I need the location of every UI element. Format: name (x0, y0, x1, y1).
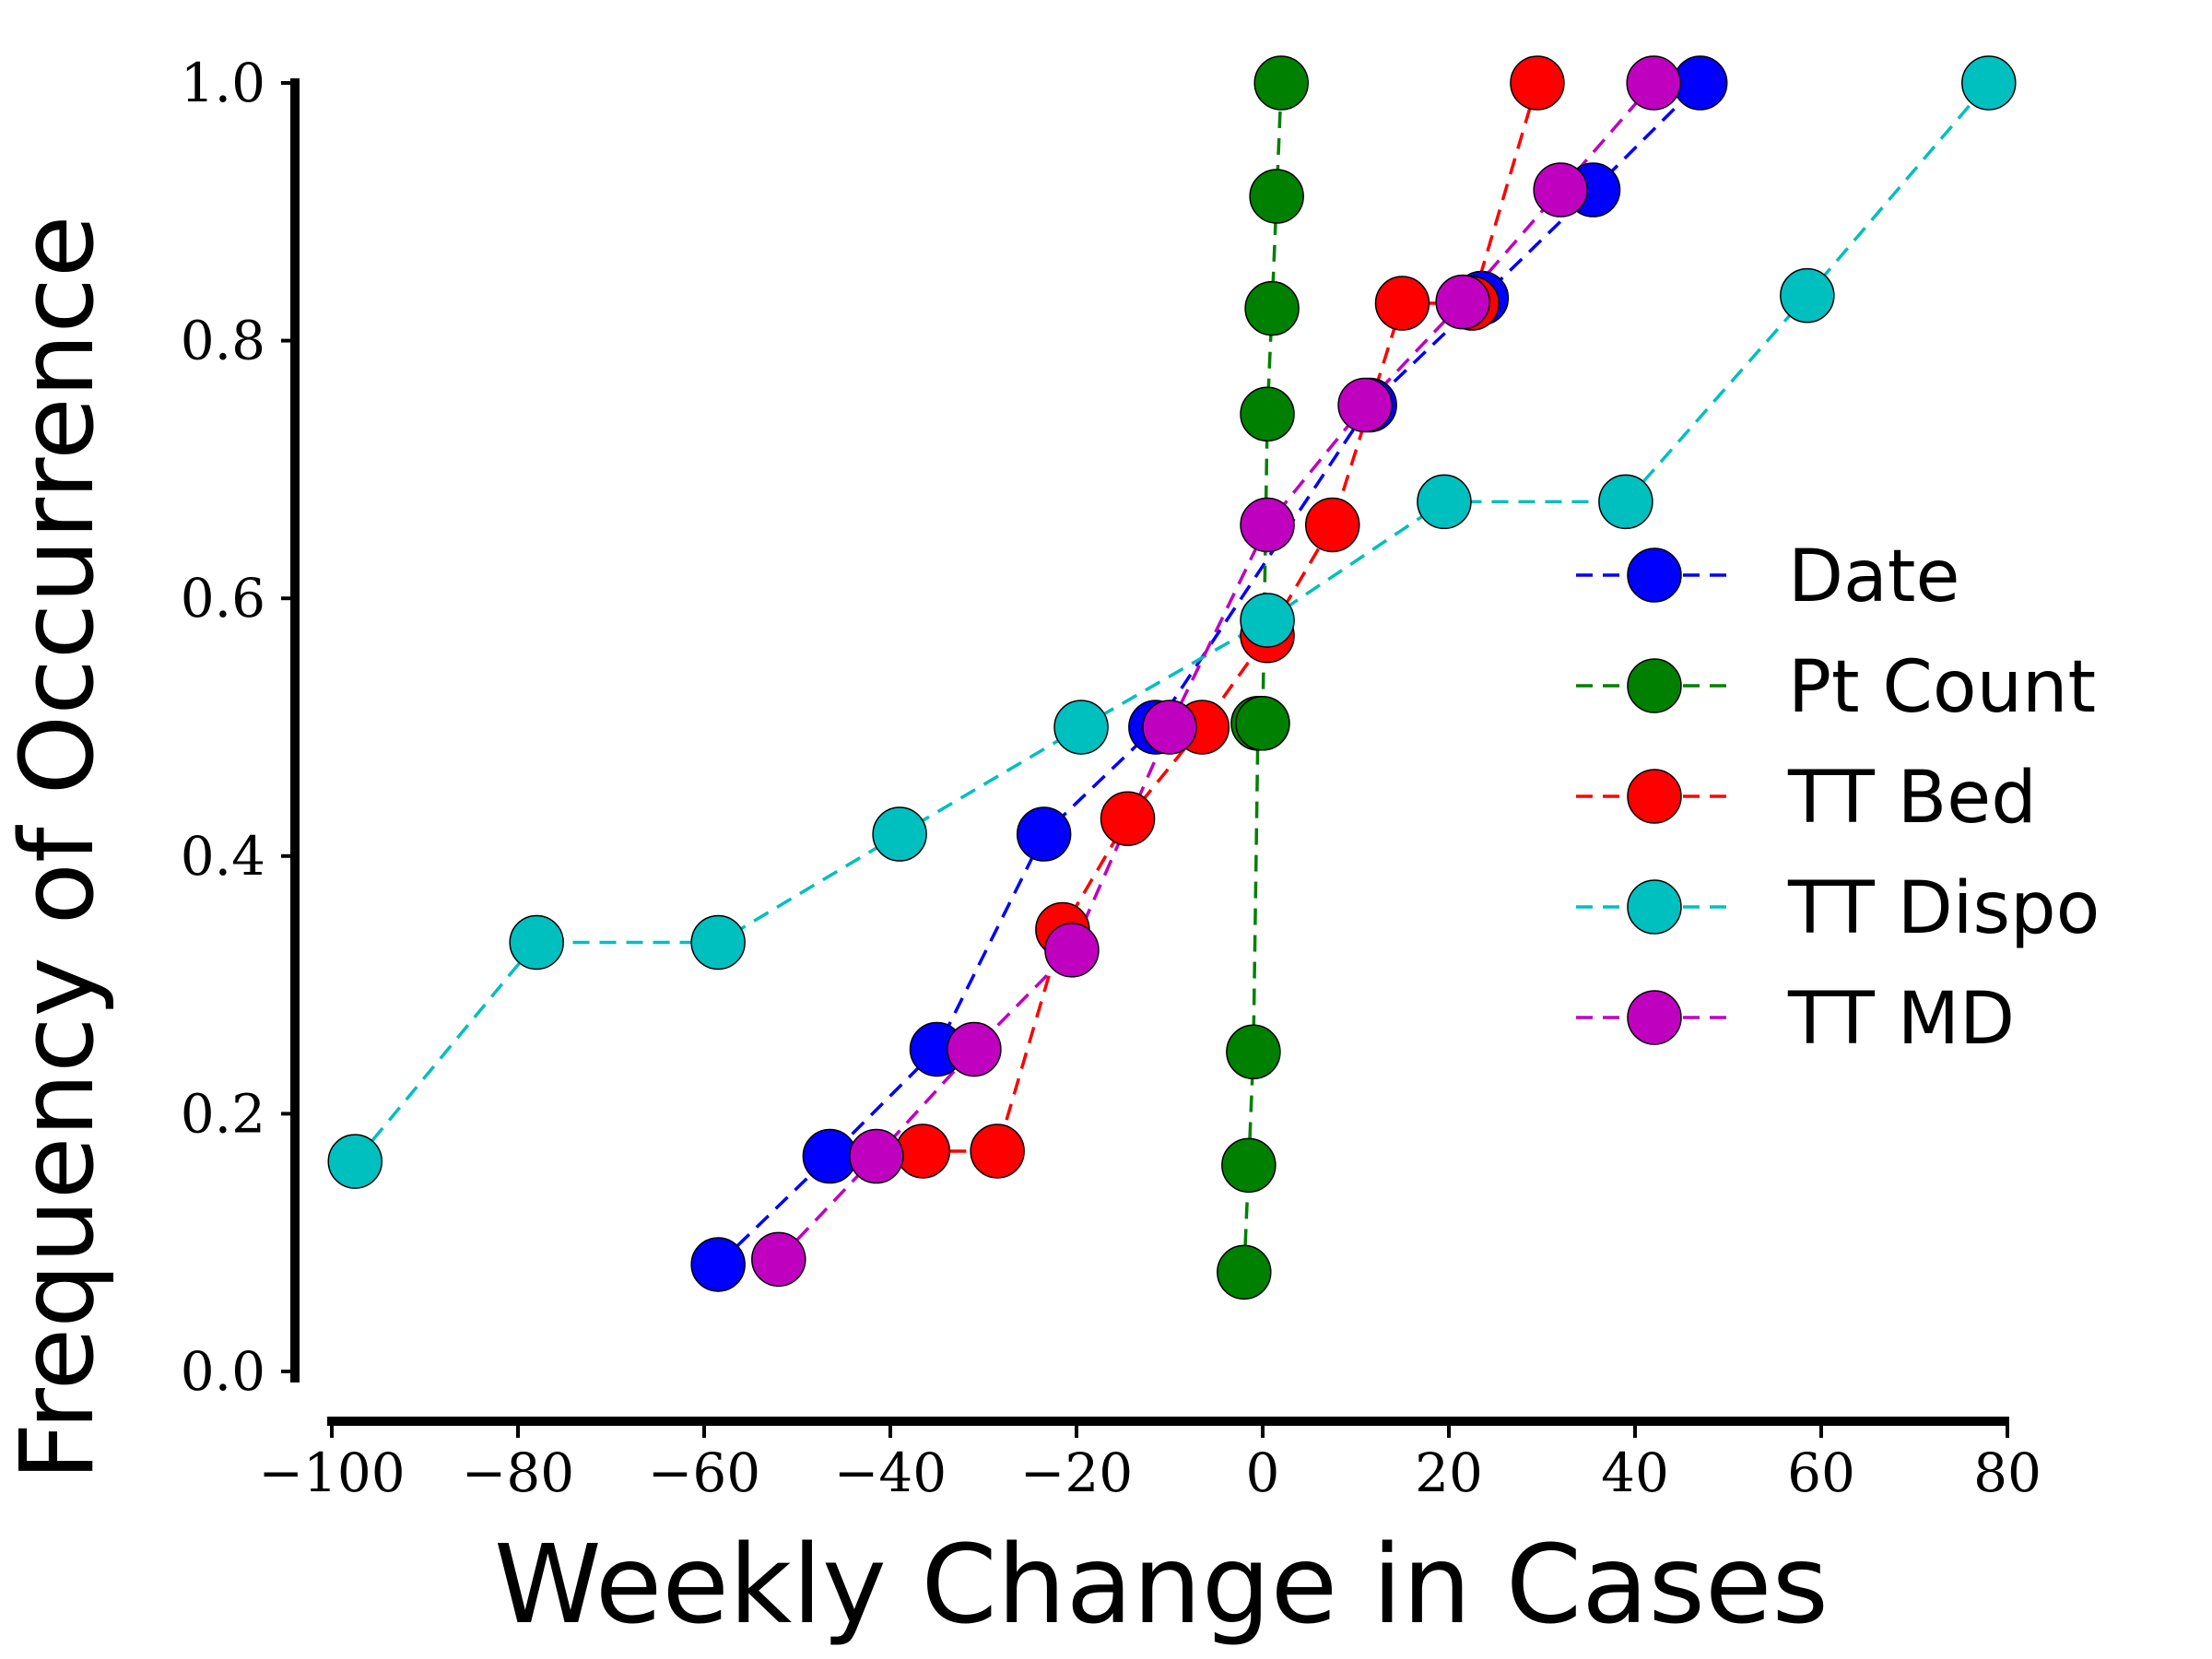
data-point-tt-md (1240, 497, 1295, 553)
data-point-tt-md (1142, 700, 1197, 755)
legend-marker (1627, 769, 1682, 824)
data-point-tt-dispo (1598, 474, 1653, 530)
series-line-date (716, 81, 1701, 1266)
x-tick-label: −20 (1020, 1441, 1133, 1504)
legend-label: TT MD (1787, 978, 2015, 1061)
data-point-tt-bed (1305, 497, 1360, 553)
data-point-tt-md (751, 1231, 806, 1288)
x-tick-label: −40 (834, 1441, 947, 1504)
data-point-date (1016, 806, 1072, 862)
y-tick-label: 0.4 (181, 825, 265, 888)
y-tick-label: 0.0 (181, 1340, 265, 1403)
data-point-tt-md (1435, 274, 1490, 330)
data-point-date (690, 1237, 746, 1292)
data-point-tt-dispo (872, 806, 927, 862)
data-point-pt-count (1249, 169, 1304, 224)
y-ticks: 0.0 0.2 0.4 0.6 0.8 1.0 (181, 52, 295, 1403)
y-tick-label: 0.2 (181, 1082, 265, 1145)
data-point-pt-count (1244, 280, 1300, 336)
x-ticks: −100 −80 −60 −40 −20 0 20 40 60 80 (258, 1421, 2041, 1504)
x-axis-title: Weekly Change in Cases (494, 1521, 1829, 1648)
data-point-tt-bed (1510, 55, 1565, 111)
legend-label: TT Dispo (1787, 867, 2100, 950)
data-point-pt-count (1221, 1137, 1277, 1194)
data-point-pt-count (1226, 1024, 1281, 1080)
x-tick-label: −80 (462, 1441, 574, 1504)
data-point-date (1672, 55, 1728, 111)
data-point-pt-count (1235, 696, 1290, 751)
legend-label: Date (1788, 535, 1959, 618)
series-layer (327, 55, 2017, 1300)
data-point-tt-md (1044, 923, 1100, 978)
series-line-tt-dispo (353, 81, 1991, 1163)
x-tick-label: 80 (1973, 1441, 2041, 1504)
data-point-tt-bed (895, 1124, 951, 1179)
data-point-tt-md (947, 1021, 1002, 1077)
data-point-tt-dispo (1053, 700, 1109, 755)
data-point-tt-md (1533, 162, 1588, 218)
legend-marker (1627, 990, 1682, 1045)
data-point-tt-dispo (509, 914, 564, 971)
data-point-tt-bed (1374, 276, 1430, 331)
x-tick-label: −100 (258, 1441, 405, 1504)
data-point-pt-count (1253, 55, 1309, 111)
data-point-tt-dispo (690, 914, 746, 971)
legend-label: Pt Count (1788, 646, 2096, 729)
data-point-tt-md (1626, 55, 1681, 111)
x-tick-label: 20 (1415, 1441, 1483, 1504)
data-point-tt-bed (1100, 791, 1156, 847)
data-point-tt-dispo (1780, 267, 1835, 324)
y-tick-label: 0.6 (181, 567, 265, 629)
data-point-tt-dispo (1961, 55, 2017, 111)
data-point-tt-md (1337, 377, 1393, 433)
data-point-date (802, 1128, 858, 1184)
y-tick-label: 1.0 (181, 52, 265, 114)
data-point-tt-bed (970, 1124, 1025, 1179)
data-point-pt-count (1240, 386, 1295, 442)
legend-marker (1627, 547, 1682, 603)
y-tick-label: 0.8 (181, 310, 265, 372)
legend-label: TT Bed (1787, 757, 2037, 840)
series-line-tt-md (777, 81, 1655, 1261)
x-tick-label: 60 (1787, 1441, 1855, 1504)
x-tick-label: 40 (1601, 1441, 1669, 1504)
legend-marker (1627, 879, 1682, 935)
legend: Date Pt Count TT Bed TT Dispo TT MD (1576, 535, 2100, 1061)
legend-marker (1627, 658, 1682, 713)
series-line-tt-bed (923, 82, 1539, 1153)
data-point-tt-md (849, 1128, 904, 1184)
x-tick-label: −60 (648, 1441, 760, 1504)
data-point-pt-count (1217, 1244, 1272, 1300)
y-axis-title: Frequency of Occurrence (0, 215, 116, 1480)
x-tick-label: 0 (1246, 1441, 1280, 1504)
data-point-tt-dispo (1417, 474, 1472, 530)
data-point-tt-dispo (327, 1134, 382, 1189)
series-line-pt-count (1242, 82, 1283, 1273)
data-point-tt-dispo (1240, 593, 1295, 648)
